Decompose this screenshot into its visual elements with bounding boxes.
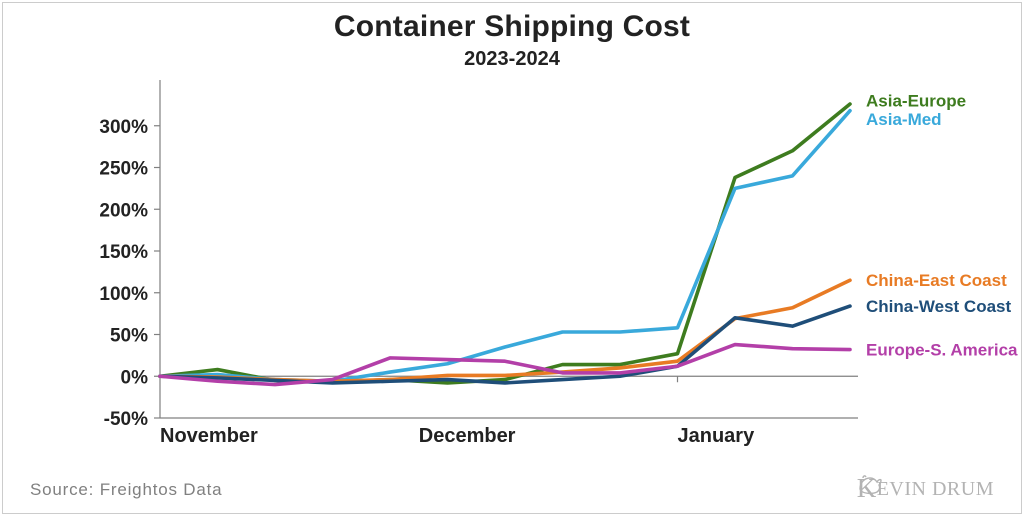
svg-text:300%: 300% bbox=[99, 117, 148, 138]
svg-text:-50%: -50% bbox=[104, 409, 148, 430]
svg-text:200%: 200% bbox=[99, 200, 148, 221]
svg-text:December: December bbox=[419, 425, 516, 447]
svg-text:November: November bbox=[160, 425, 258, 447]
svg-text:January: January bbox=[678, 425, 756, 447]
svg-text:0%: 0% bbox=[121, 367, 149, 388]
svg-text:150%: 150% bbox=[99, 242, 148, 263]
series-label: Europe-S. America bbox=[866, 341, 1018, 360]
series-label: Asia-Europe bbox=[866, 92, 966, 111]
svg-text:100%: 100% bbox=[99, 284, 148, 305]
series-line bbox=[160, 280, 850, 381]
series-label: Asia-Med bbox=[866, 110, 942, 129]
line-chart: -50% 0% 50% 100% 150% 200% 250% 300% November Dec… bbox=[0, 0, 1024, 516]
series-line bbox=[160, 104, 850, 383]
svg-text:250%: 250% bbox=[99, 159, 148, 180]
series-line bbox=[160, 111, 850, 382]
series-label: China-East Coast bbox=[866, 271, 1007, 290]
svg-text:50%: 50% bbox=[110, 326, 148, 347]
series-label: China-West Coast bbox=[866, 297, 1011, 316]
